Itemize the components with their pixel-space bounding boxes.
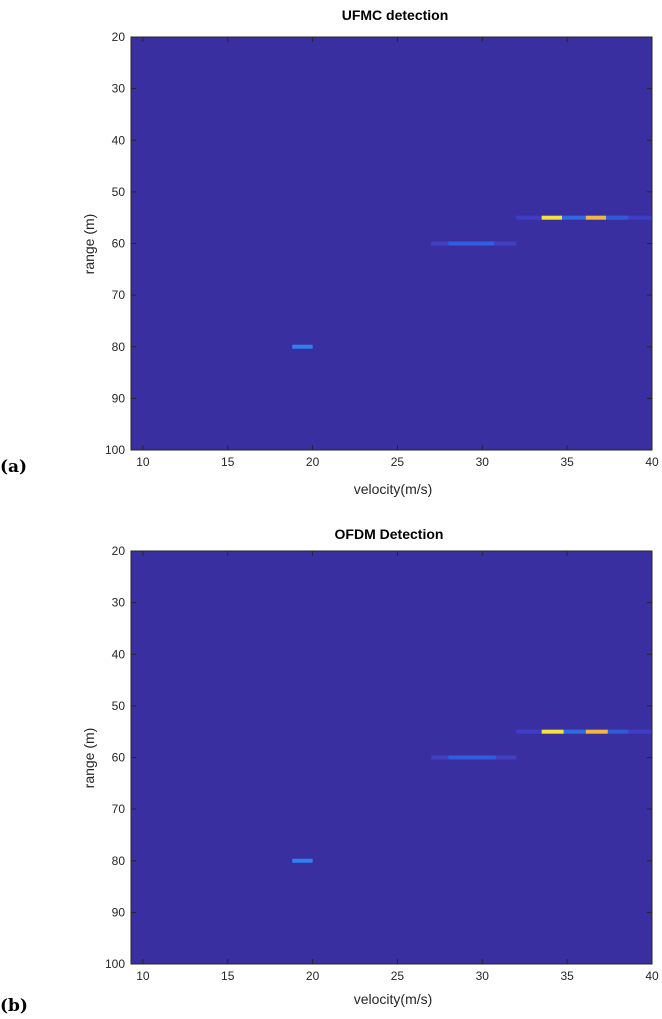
x-ticks: 10 15 20 25 30 35 40 <box>136 37 659 469</box>
panel-label: (b) <box>0 996 28 1016</box>
x-tick-label: 30 <box>476 969 490 983</box>
y-tick-label: 50 <box>112 699 126 713</box>
detection-mark <box>585 729 608 734</box>
y-tick-label: 40 <box>112 647 126 661</box>
panel-label: (a) <box>0 457 27 477</box>
detection-mark <box>563 729 586 734</box>
x-tick-label: 25 <box>391 969 405 983</box>
heatmap-background <box>131 37 652 450</box>
x-tick-label: 35 <box>560 455 574 469</box>
y-tick-label: 40 <box>112 133 126 147</box>
y-tick-label: 80 <box>112 854 126 868</box>
chart-title: UFMC detection <box>342 7 449 23</box>
detection-mark <box>607 729 629 734</box>
y-axis-label: range (m) <box>81 728 97 789</box>
detection-mark <box>606 215 629 220</box>
x-tick-label: 20 <box>306 969 320 983</box>
chart-title: OFDM Detection <box>335 526 444 542</box>
plot-frame <box>130 550 653 965</box>
y-ticks: 20 30 40 50 60 70 80 90 100 <box>105 30 652 457</box>
y-ticks: 20 30 40 50 60 70 80 90 100 <box>105 544 652 971</box>
y-tick-label: 60 <box>112 237 126 251</box>
x-tick-label: 20 <box>306 455 320 469</box>
x-tick-label: 25 <box>391 455 405 469</box>
x-axis-label: velocity(m/s) <box>354 991 433 1007</box>
plot-frame <box>130 36 653 451</box>
x-tick-label: 30 <box>476 455 490 469</box>
x-tick-label: 15 <box>221 969 235 983</box>
y-tick-label: 20 <box>112 544 126 558</box>
y-tick-label: 30 <box>112 596 126 610</box>
x-ticks: 10 15 20 25 30 35 40 <box>136 551 659 983</box>
detection-mark <box>541 729 564 734</box>
x-tick-label: 40 <box>645 455 659 469</box>
y-tick-label: 80 <box>112 340 126 354</box>
y-tick-label: 90 <box>112 391 126 405</box>
detection-mark <box>562 215 586 220</box>
detection-mark <box>292 858 313 863</box>
y-tick-label: 50 <box>112 185 126 199</box>
y-tick-label: 30 <box>112 82 126 96</box>
y-tick-label: 60 <box>112 751 126 765</box>
detection-marks <box>292 729 652 863</box>
x-tick-label: 10 <box>136 455 150 469</box>
x-axis-label: velocity(m/s) <box>354 481 433 497</box>
y-tick-label: 100 <box>105 957 125 971</box>
y-tick-label: 70 <box>112 288 126 302</box>
detection-mark <box>448 241 495 246</box>
x-tick-label: 40 <box>645 969 659 983</box>
heatmap-background <box>131 551 652 964</box>
x-tick-label: 15 <box>221 455 235 469</box>
y-tick-label: 100 <box>105 443 125 457</box>
detection-marks <box>292 215 652 349</box>
detection-mark <box>448 755 496 760</box>
detection-mark <box>292 344 313 349</box>
y-tick-label: 70 <box>112 802 126 816</box>
x-tick-label: 10 <box>136 969 150 983</box>
detection-mark <box>585 215 607 220</box>
detection-mark <box>541 215 563 220</box>
x-tick-label: 35 <box>560 969 574 983</box>
y-axis-label: range (m) <box>81 214 97 275</box>
y-tick-label: 90 <box>112 905 126 919</box>
y-tick-label: 20 <box>112 30 126 44</box>
